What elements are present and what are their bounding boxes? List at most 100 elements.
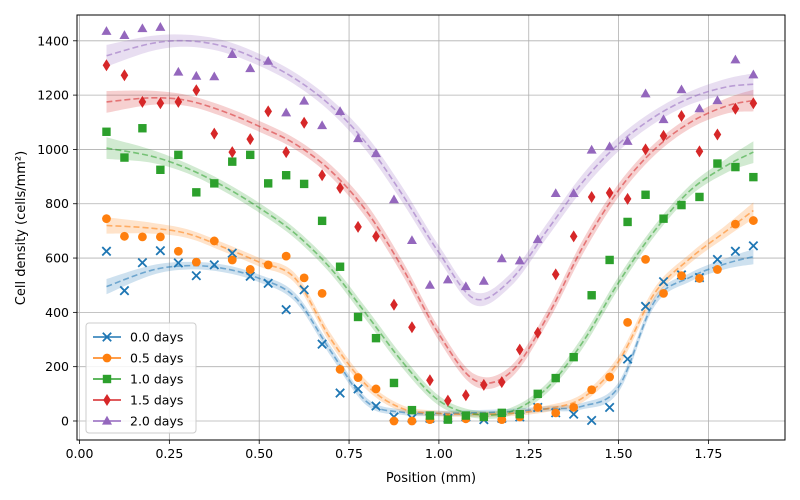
point-2-0-days xyxy=(317,120,328,130)
fit-lines xyxy=(106,39,754,417)
point-1-0-days xyxy=(263,179,273,188)
point-1-5-days xyxy=(102,59,111,72)
y-axis-label: Cell density (cells/mm²) xyxy=(14,151,29,305)
point-1-5-days xyxy=(695,145,704,158)
y-tick-label: 1200 xyxy=(37,88,69,103)
legend-label-0-5-days: 0.5 days xyxy=(130,351,183,366)
point-0-5-days xyxy=(353,373,363,382)
point-1-0-days xyxy=(533,389,542,399)
point-0-5-days xyxy=(497,415,507,425)
point-2-0-days xyxy=(640,88,651,98)
point-1-5-days xyxy=(533,326,542,339)
point-2-0-days xyxy=(388,194,399,204)
y-tick-label: 600 xyxy=(45,251,69,266)
point-2-0-days xyxy=(748,69,759,79)
point-0-0-days xyxy=(263,278,274,289)
point-0-0-days xyxy=(658,276,669,287)
point-2-0-days xyxy=(658,114,669,124)
point-2-0-days xyxy=(281,107,292,117)
point-0-5-days xyxy=(371,384,381,394)
point-1-5-days xyxy=(246,133,255,146)
fit-line-1-0-days xyxy=(106,147,754,417)
point-1-5-days xyxy=(444,394,452,407)
point-2-0-days xyxy=(622,136,633,145)
point-0-5-days xyxy=(677,271,686,281)
point-1-5-days xyxy=(713,128,722,141)
point-0-0-days xyxy=(730,246,741,257)
point-0-0-days xyxy=(137,257,148,268)
point-1-0-days xyxy=(569,352,578,362)
point-0-0-days xyxy=(173,258,184,268)
point-1-0-days xyxy=(389,378,399,388)
point-0-5-days xyxy=(389,416,399,426)
point-1-5-days xyxy=(677,110,686,123)
point-2-0-days xyxy=(532,234,543,244)
point-2-0-days xyxy=(371,148,382,158)
point-2-0-days xyxy=(119,30,130,39)
fit-line-0-5-days xyxy=(106,209,754,416)
point-2-0-days xyxy=(227,49,238,58)
x-tick-label: 1.00 xyxy=(425,446,453,461)
point-1-0-days xyxy=(174,150,183,160)
point-1-0-days xyxy=(281,171,291,180)
point-2-0-days xyxy=(245,63,256,73)
point-1-0-days xyxy=(425,411,435,420)
point-1-0-days xyxy=(587,291,596,300)
point-1-0-days xyxy=(192,188,201,197)
point-0-0-days xyxy=(335,388,345,398)
point-0-0-days xyxy=(622,354,633,364)
point-2-0-days xyxy=(263,55,274,65)
point-1-5-days xyxy=(390,298,398,311)
point-2-0-days xyxy=(712,95,723,105)
point-2-0-days xyxy=(101,26,112,35)
point-1-0-days xyxy=(551,373,560,383)
point-1-5-days xyxy=(228,146,237,159)
point-0-5-days xyxy=(155,232,165,242)
y-tick-label: 400 xyxy=(45,305,69,320)
point-1-0-days xyxy=(731,162,740,172)
point-1-0-days xyxy=(461,411,471,420)
point-0-5-days xyxy=(533,403,543,412)
point-0-0-days xyxy=(209,260,220,270)
point-1-0-days xyxy=(677,200,686,210)
point-0-5-days xyxy=(263,260,273,270)
point-2-0-days xyxy=(676,84,687,94)
point-0-0-days xyxy=(712,254,723,265)
point-1-0-days xyxy=(407,405,417,415)
data-points xyxy=(101,22,759,426)
point-0-0-days xyxy=(245,271,256,282)
x-axis-label: Position (mm) xyxy=(386,471,476,486)
point-0-0-days xyxy=(155,245,166,256)
point-2-0-days xyxy=(586,144,597,154)
point-0-0-days xyxy=(353,384,363,394)
point-1-0-days xyxy=(335,262,345,271)
point-0-0-days xyxy=(568,409,579,420)
point-0-0-days xyxy=(586,415,597,426)
legend-marker-0-5-days xyxy=(102,353,112,363)
point-2-0-days xyxy=(137,23,148,33)
legend-label-1-0-days: 1.0 days xyxy=(130,372,183,387)
point-1-5-days xyxy=(659,129,668,142)
point-0-5-days xyxy=(191,257,201,267)
point-2-0-days xyxy=(155,22,166,31)
point-1-5-days xyxy=(354,220,362,233)
point-0-5-days xyxy=(299,273,309,283)
point-0-5-days xyxy=(695,274,704,283)
point-0-5-days xyxy=(748,216,758,225)
point-2-0-days xyxy=(299,95,310,105)
point-0-5-days xyxy=(713,265,722,274)
band-0-0-days xyxy=(106,249,754,417)
point-0-5-days xyxy=(120,231,129,241)
point-2-0-days xyxy=(335,106,346,116)
point-1-5-days xyxy=(623,192,632,205)
point-1-0-days xyxy=(659,214,668,223)
point-0-0-days xyxy=(191,270,202,281)
point-1-0-days xyxy=(210,179,219,188)
point-2-0-days xyxy=(353,133,364,143)
point-1-0-days xyxy=(749,172,758,182)
legend-box xyxy=(85,322,197,434)
y-tick-label: 0 xyxy=(61,413,69,428)
point-0-0-days xyxy=(748,240,759,251)
point-1-5-days xyxy=(120,69,129,82)
